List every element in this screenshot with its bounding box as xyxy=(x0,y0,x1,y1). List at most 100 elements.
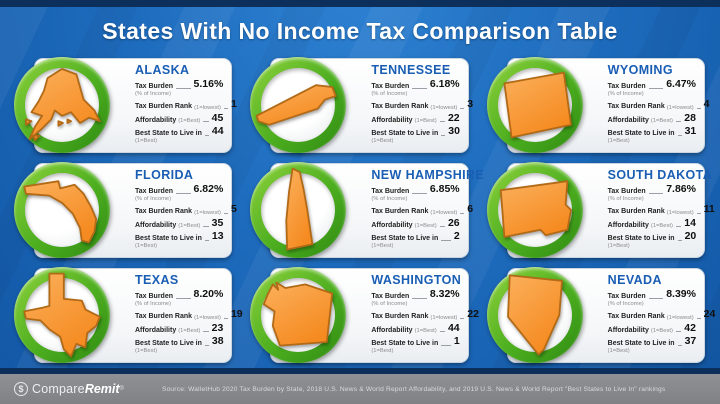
tax-burden-rank-value: 19 xyxy=(230,308,243,321)
tax-burden-label: Tax Burden xyxy=(135,187,173,195)
affordability-row: Affordability (1=Best) 22 xyxy=(371,112,459,125)
leader-line xyxy=(677,344,682,346)
tax-burden-row: Tax Burden 5.16% xyxy=(135,78,223,91)
state-card: WYOMING Tax Burden 6.47% (% of Income) T… xyxy=(486,57,709,154)
best-state-value: 31 xyxy=(684,125,697,138)
tax-burden-rank-row: Tax Burden Rank (1=lowest) 19 xyxy=(135,309,243,321)
best-state-value: 2 xyxy=(453,230,460,243)
leader-line xyxy=(412,192,427,194)
state-name: FLORIDA xyxy=(135,168,194,182)
state-card: NEW HAMPSHIRE Tax Burden 6.85% (% of Inc… xyxy=(250,162,485,259)
leader-line xyxy=(203,226,209,228)
tax-burden-row: Tax Burden 8.39% xyxy=(607,288,696,301)
tax-burden-subnote: (% of Income) xyxy=(371,195,408,202)
leader-line xyxy=(412,297,427,299)
leader-line xyxy=(648,297,664,299)
state-shape-badge xyxy=(250,57,347,153)
best-state-row: Best State to Live in 20 xyxy=(607,231,697,243)
best-state-label: Best State to Live in xyxy=(135,340,202,348)
best-state-subnote: (1=Best) xyxy=(607,347,630,354)
best-state-subnote: (1=Best) xyxy=(371,137,394,144)
affordability-value: 35 xyxy=(211,216,224,229)
tax-burden-rank-label: Tax Burden Rank xyxy=(607,103,665,111)
best-state-label: Best State to Live in xyxy=(607,130,675,138)
affordability-value: 42 xyxy=(684,321,696,334)
tax-burden-subnote: (% of Income) xyxy=(607,195,644,202)
best-state-row: Best State to Live in 31 xyxy=(607,125,697,138)
rank-paren-note: (1=lowest) xyxy=(194,314,221,321)
state-silhouette-icon xyxy=(506,274,563,356)
best-state-value: 13 xyxy=(211,230,224,243)
tax-burden-rank-row: Tax Burden Rank (1=lowest) 22 xyxy=(371,309,479,321)
state-silhouette-icon xyxy=(25,68,101,142)
state-card: FLORIDA Tax Burden 6.82% (% of Income) T… xyxy=(14,162,237,259)
tax-burden-value: 6.85% xyxy=(429,183,460,195)
tax-burden-row: Tax Burden 8.20% xyxy=(135,288,223,301)
tax-burden-rank-row: Tax Burden Rank (1=lowest) 5 xyxy=(135,204,237,216)
leader-line xyxy=(439,121,445,123)
best-state-row: Best State to Live in 2 xyxy=(371,231,459,243)
leader-line xyxy=(696,317,701,319)
affordability-label: Affordability xyxy=(607,221,649,229)
state-card: TENNESSEE Tax Burden 6.18% (% of Income)… xyxy=(250,57,473,154)
trademark-symbol: ® xyxy=(119,386,124,392)
best-state-label: Best State to Live in xyxy=(607,235,675,243)
leader-line xyxy=(696,107,701,109)
affordability-paren-note: (1=Best) xyxy=(414,223,437,230)
affordability-paren-note: (1=Best) xyxy=(414,328,437,335)
tax-burden-value: 6.82% xyxy=(193,183,224,195)
affordability-row: Affordability (1=Best) 26 xyxy=(371,217,459,230)
leader-line xyxy=(204,134,209,136)
best-state-label: Best State to Live in xyxy=(371,235,439,243)
leader-line xyxy=(203,121,209,123)
tax-burden-label: Tax Burden xyxy=(607,187,646,195)
affordability-row: Affordability (1=Best) 42 xyxy=(608,321,696,335)
source-attribution: Source: WalletHub 2020 Tax Burden by Sta… xyxy=(161,385,666,393)
best-state-value: 38 xyxy=(211,335,224,348)
state-name: WASHINGTON xyxy=(371,273,462,287)
tax-burden-label: Tax Burden xyxy=(371,82,410,90)
tax-burden-rank-value: 3 xyxy=(467,98,474,111)
tax-burden-subnote: (% of Income) xyxy=(135,195,172,202)
rank-paren-note: (1=lowest) xyxy=(430,209,458,216)
tax-burden-rank-label: Tax Burden Rank xyxy=(135,313,193,321)
state-shape-badge xyxy=(486,57,583,153)
leader-line xyxy=(441,134,446,136)
affordability-paren-note: (1=Best) xyxy=(178,118,201,125)
tax-burden-value: 6.47% xyxy=(666,78,696,90)
tax-burden-subnote: (% of Income) xyxy=(371,90,408,97)
state-name: NEW HAMPSHIRE xyxy=(371,168,485,182)
leader-line xyxy=(648,192,664,194)
affordability-row: Affordability (1=Best) 45 xyxy=(135,112,223,125)
tax-burden-rank-row: Tax Burden Rank (1=lowest) 1 xyxy=(135,99,237,111)
tax-burden-rank-label: Tax Burden Rank xyxy=(371,313,429,321)
states-grid: ALASKA Tax Burden 5.16% (% of Income) Ta… xyxy=(14,57,716,364)
leader-line xyxy=(460,212,465,214)
tax-burden-rank-value: 11 xyxy=(703,203,715,216)
tax-burden-row: Tax Burden 6.18% xyxy=(371,78,459,91)
leader-line xyxy=(223,317,228,319)
tax-burden-rank-row: Tax Burden Rank (1=lowest) 3 xyxy=(371,99,473,111)
dollar-circle-icon: $ xyxy=(14,382,28,396)
best-state-subnote: (1=Best) xyxy=(135,242,158,249)
state-name: WYOMING xyxy=(607,63,673,77)
state-silhouette-icon xyxy=(499,180,572,238)
leader-line xyxy=(696,212,701,214)
state-name: ALASKA xyxy=(135,63,190,77)
tax-burden-row: Tax Burden 7.86% xyxy=(607,183,696,196)
best-state-label: Best State to Live in xyxy=(371,130,439,138)
logo-text-compare: Compare xyxy=(32,382,85,396)
tax-burden-label: Tax Burden xyxy=(607,292,646,300)
state-shape-badge xyxy=(486,162,583,258)
tax-burden-rank-row: Tax Burden Rank (1=lowest) 6 xyxy=(371,204,473,216)
affordability-paren-note: (1=Best) xyxy=(650,118,673,125)
best-state-row: Best State to Live in 38 xyxy=(135,335,224,348)
top-navy-strip xyxy=(0,0,720,7)
leader-line xyxy=(675,331,682,333)
best-state-label: Best State to Live in xyxy=(135,130,202,138)
leader-line xyxy=(441,344,451,346)
tax-burden-rank-row: Tax Burden Rank (1=lowest) 24 xyxy=(608,309,716,321)
best-state-subnote: (1=Best) xyxy=(371,242,394,249)
rank-paren-note: (1=lowest) xyxy=(430,314,458,321)
